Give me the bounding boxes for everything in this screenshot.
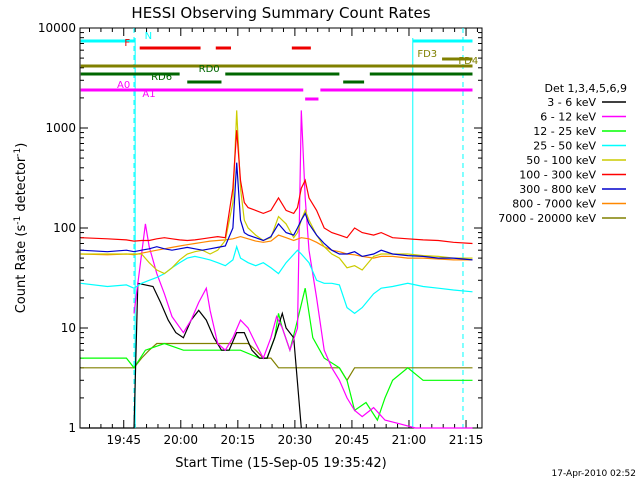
y-tick-label: 100 (53, 221, 76, 235)
y-tick-label: 10000 (38, 21, 76, 35)
legend-entry-label: 7000 - 20000 keV (498, 212, 596, 225)
series-line-6 (80, 162, 473, 261)
series-layer (80, 110, 473, 429)
x-tick-label: 20:00 (163, 433, 198, 447)
y-axis-label-middle: detector (14, 156, 29, 216)
x-tick-label: 19:45 (106, 433, 141, 447)
y-axis-label-end: ) (14, 143, 29, 148)
x-tick-label: 20:30 (278, 433, 313, 447)
x-tick-label: 20:15 (221, 433, 256, 447)
x-tick-label: 21:15 (449, 433, 484, 447)
series-line-0 (80, 282, 302, 429)
legend-entry-label: 25 - 50 keV (533, 140, 596, 153)
chart-title: HESSI Observing Summary Count Rates (131, 4, 430, 22)
x-axis-label: Start Time (15-Sep-05 19:35:42) (175, 456, 386, 471)
legend-entry-label: 50 - 100 keV (526, 154, 596, 167)
series-line-5 (80, 130, 473, 245)
legend-title: Det 1,3,4,5,6,9 (544, 82, 627, 95)
attenuator-bar-label: F (124, 38, 130, 49)
series-line-4 (80, 110, 473, 275)
y-axis-label-exponent-2: -1 (13, 148, 23, 157)
series-line-2 (80, 288, 473, 422)
y-tick-label: 10 (61, 321, 76, 335)
legend-entry-label: 3 - 6 keV (547, 96, 596, 109)
attenuator-bar-label: RD0 (199, 64, 220, 75)
attenuator-state-bars: N F FD3 FD4 RD0 RD6 A0 A1 (80, 31, 478, 101)
y-axis-label: Count Rate (s-1 detector-1) (13, 143, 29, 314)
x-tick-label: 20:45 (335, 433, 370, 447)
y-tick-label: 1 (68, 421, 76, 435)
series-line-1 (133, 110, 473, 429)
legend-entry-label: 12 - 25 keV (533, 125, 596, 138)
attenuator-bar-label: A0 (117, 80, 130, 91)
axes: 19:45 20:00 20:15 20:30 20:45 21:00 21:15 1 10 10… (38, 21, 484, 447)
generated-timestamp: 17-Apr-2010 02:52 (552, 469, 636, 479)
legend-entry-label: 300 - 800 keV (519, 183, 596, 196)
attenuator-bar-label: A1 (142, 89, 155, 100)
attenuator-bar-label: RD6 (151, 72, 172, 83)
y-axis-label-exponent: -1 (13, 216, 23, 225)
legend-entry-label: 800 - 7000 keV (512, 198, 596, 211)
attenuator-bar-label: FD3 (417, 49, 437, 60)
y-tick-label: 1000 (45, 121, 76, 135)
legend-entry-label: 100 - 300 keV (519, 169, 596, 182)
attenuator-bar-label: N (145, 31, 152, 42)
series-line-8 (80, 342, 473, 382)
legend-entry-label: 6 - 12 keV (540, 111, 596, 124)
x-tick-label: 21:00 (392, 433, 427, 447)
y-axis-label-main: Count Rate (s (14, 225, 29, 314)
attenuator-bar-label: FD4 (458, 56, 478, 67)
series-line-3 (80, 244, 473, 315)
